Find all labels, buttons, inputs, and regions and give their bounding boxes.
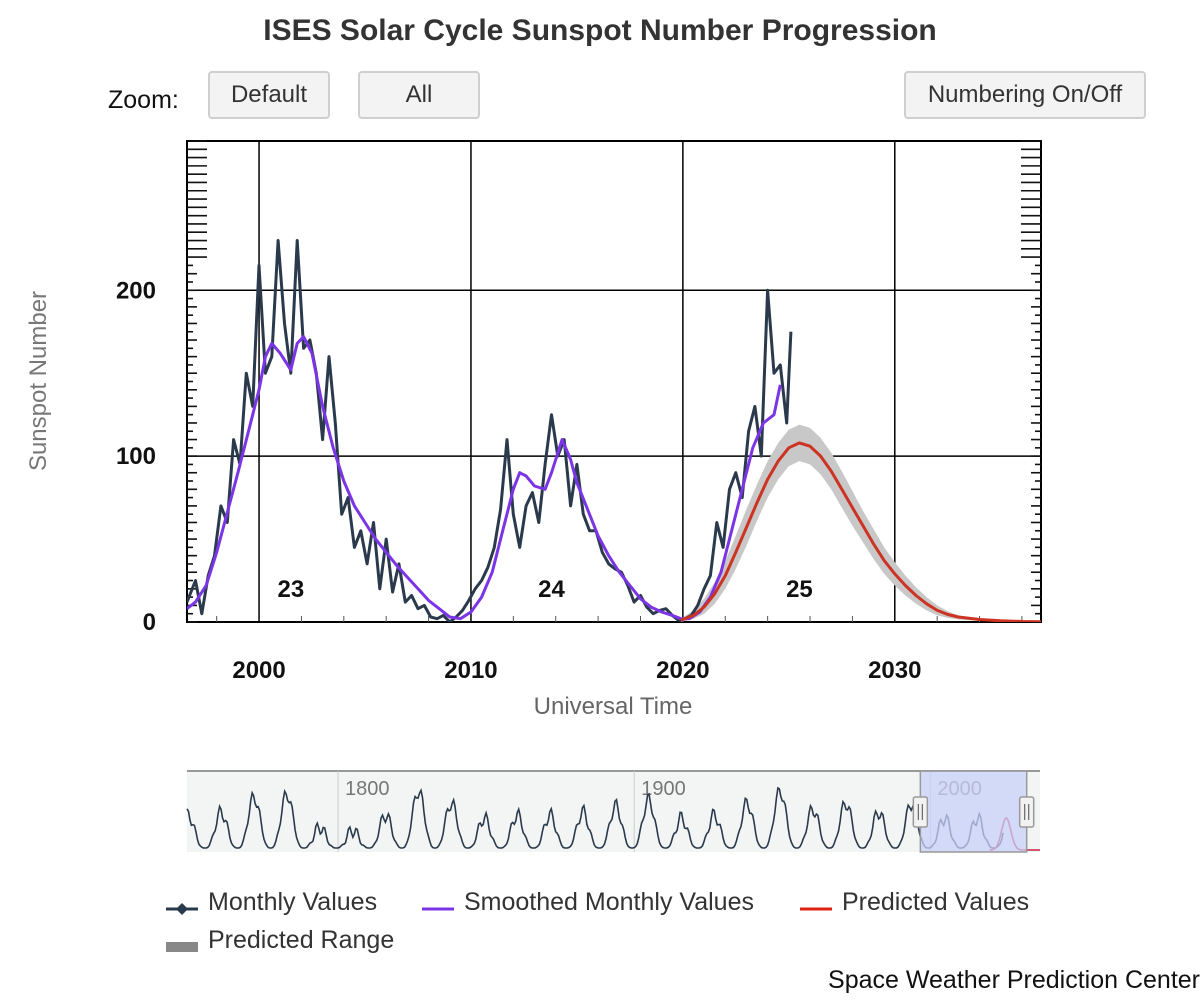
x-tick-label: 2010 (444, 657, 497, 684)
legend-label-predicted: Predicted Values (842, 888, 1030, 916)
plot-series (187, 239, 1041, 622)
legend: Monthly Values Smoothed Monthly Values P… (166, 886, 1066, 966)
zoom-default-button[interactable]: Default (208, 71, 330, 119)
navigator-right-handle (1018, 796, 1035, 828)
predicted-values-line (680, 441, 1041, 622)
main-chart[interactable]: 2000 2010 2020 2030 0 100 200 Universal Time Sun… (0, 0, 1200, 740)
legend-item-monthly[interactable]: Monthly Values (166, 888, 377, 917)
numbering-toggle-button[interactable]: Numbering On/Off (904, 71, 1146, 119)
cycle-number-label: 23 (277, 576, 304, 603)
zoom-all-button[interactable]: All (358, 71, 480, 119)
navigator-year-label: 2000 (937, 778, 982, 800)
navigator-year-label: 1800 (345, 778, 390, 800)
x-tick-label: 2030 (868, 657, 921, 684)
plot-area (186, 140, 1042, 623)
x-axis-title: Universal Time (534, 693, 693, 720)
legend-label-range: Predicted Range (208, 926, 395, 954)
chart-title: ISES Solar Cycle Sunspot Number Progress… (263, 14, 937, 47)
legend-item-smoothed[interactable]: Smoothed Monthly Values (422, 888, 754, 917)
handle-grip (912, 796, 929, 828)
line-icon (800, 895, 832, 911)
handle-grip (1018, 796, 1035, 828)
y-tick-label: 200 (116, 277, 156, 304)
y-tick-label: 100 (116, 443, 156, 470)
legend-item-predicted[interactable]: Predicted Values (800, 888, 1029, 917)
x-tick-label: 2000 (232, 657, 285, 684)
navigator-background (187, 771, 1040, 852)
monthly-values-line (187, 239, 793, 622)
credit-text: Space Weather Prediction Center (828, 966, 1200, 994)
legend-item-range[interactable]: Predicted Range (166, 926, 394, 955)
navigator-year-label: 1900 (641, 778, 686, 800)
line-icon (422, 895, 454, 911)
y-tick-label: 0 (143, 609, 156, 636)
smoothed-monthly-line (187, 335, 782, 621)
zoom-label: Zoom: (108, 86, 179, 114)
cycle-number-label: 25 (786, 576, 813, 603)
legend-label-monthly: Monthly Values (208, 888, 378, 916)
cycle-number-label: 24 (538, 576, 565, 603)
navigator-selection-window (919, 770, 1028, 853)
navigator-prediction-line (989, 817, 1040, 851)
diamond-line-icon (166, 895, 198, 915)
x-tick-label: 2020 (656, 657, 709, 684)
legend-label-smoothed: Smoothed Monthly Values (464, 888, 754, 916)
navigator-history-line (186, 786, 1004, 849)
y-axis-title: Sunspot Number (25, 291, 52, 471)
navigator-left-handle (912, 796, 929, 828)
range-band-icon (166, 933, 198, 952)
